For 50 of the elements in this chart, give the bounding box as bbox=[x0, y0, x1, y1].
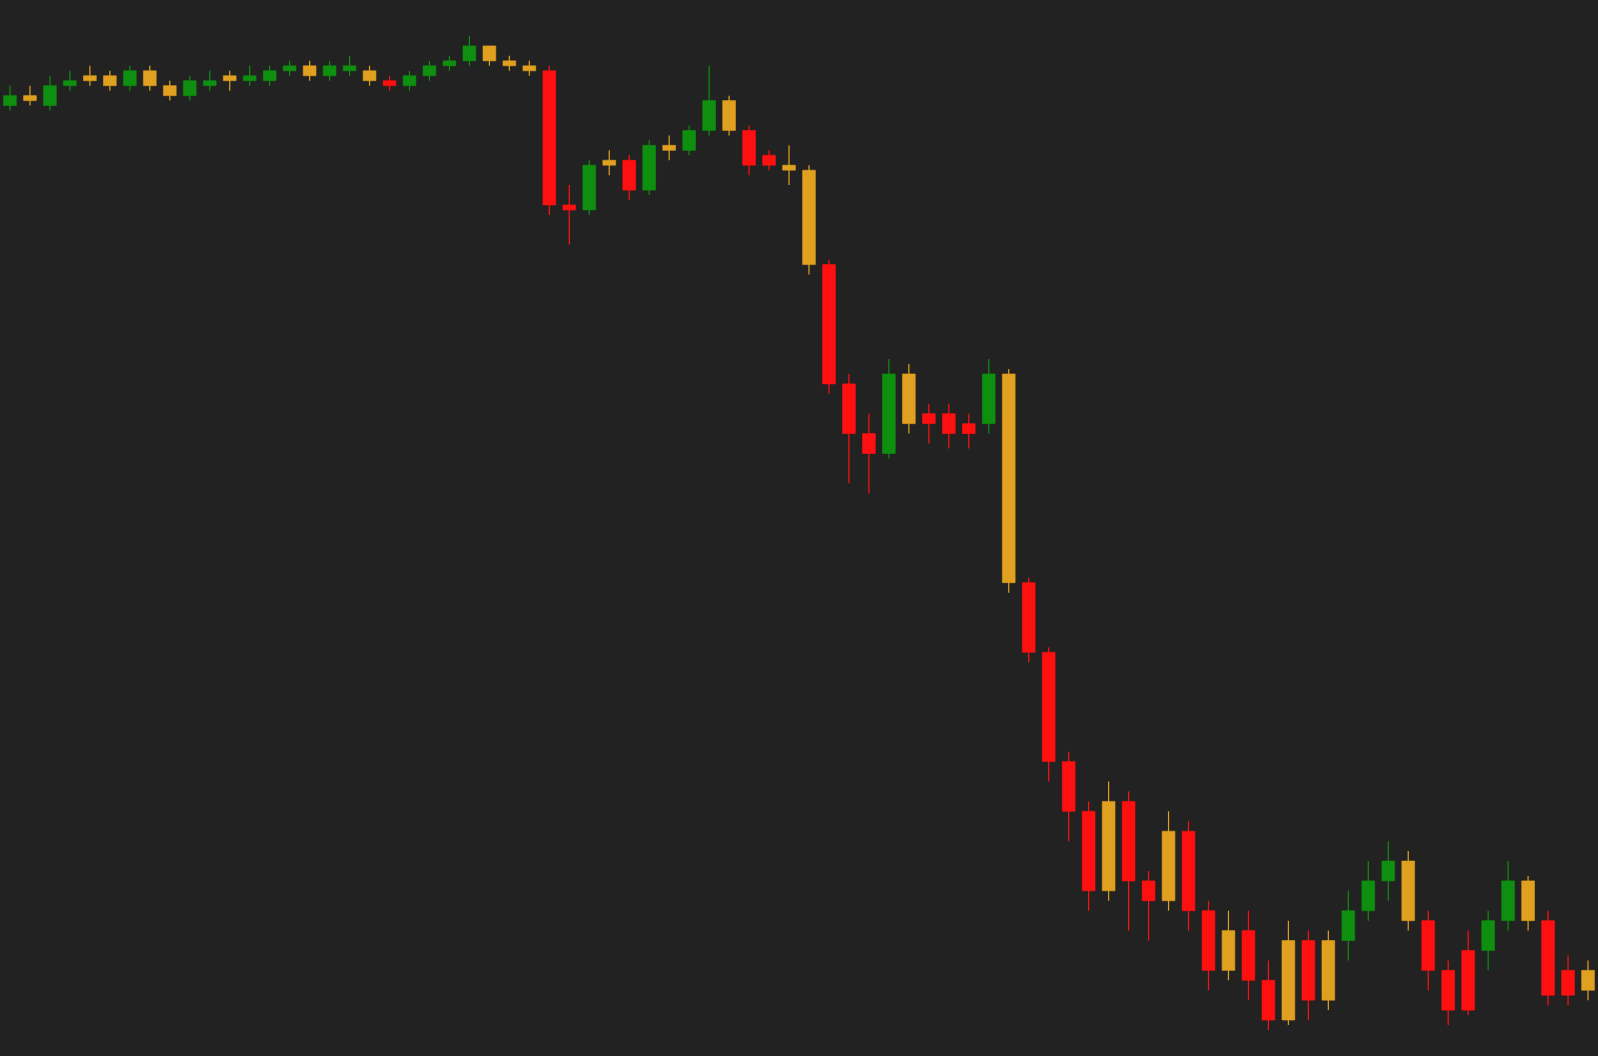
candlestick bbox=[63, 70, 77, 92]
candlestick bbox=[103, 70, 117, 92]
candlestick bbox=[562, 184, 576, 246]
candlestick bbox=[962, 413, 976, 450]
candlestick bbox=[1481, 910, 1495, 971]
candlestick bbox=[243, 65, 257, 87]
candlestick bbox=[642, 139, 656, 196]
candlestick bbox=[163, 80, 177, 102]
candlestick bbox=[702, 65, 716, 136]
candlestick bbox=[23, 85, 37, 107]
candlestick bbox=[43, 75, 57, 112]
candlestick bbox=[402, 70, 417, 92]
candlestick bbox=[1381, 840, 1395, 902]
candlestick bbox=[922, 403, 936, 445]
candlestick bbox=[3, 85, 17, 112]
candlestick bbox=[362, 65, 377, 87]
candlestick bbox=[762, 149, 776, 171]
candlestick bbox=[1501, 860, 1515, 932]
candlestick bbox=[83, 65, 97, 87]
candlestick bbox=[1581, 959, 1595, 1001]
candlestick bbox=[302, 60, 317, 82]
candlestick bbox=[482, 45, 497, 67]
candlestick bbox=[262, 65, 277, 87]
candlestick bbox=[622, 154, 636, 201]
candlestick bbox=[1141, 870, 1156, 942]
candlestick bbox=[1341, 890, 1356, 962]
candlestick bbox=[462, 35, 477, 67]
candlestick bbox=[143, 65, 157, 92]
candlestick bbox=[422, 60, 437, 82]
candlestick bbox=[1361, 860, 1375, 922]
candlestick bbox=[1261, 959, 1276, 1031]
candlestick bbox=[183, 75, 197, 102]
candlestick bbox=[722, 95, 736, 136]
candlestick bbox=[782, 144, 796, 186]
candlestick bbox=[602, 149, 616, 176]
candlestick bbox=[1221, 910, 1236, 981]
candlestick bbox=[682, 124, 696, 156]
candlestick bbox=[203, 70, 217, 92]
candlestick bbox=[662, 134, 676, 161]
candlestick bbox=[1561, 954, 1575, 1006]
candlestick bbox=[582, 159, 596, 216]
candlestick bbox=[1441, 959, 1455, 1026]
candlestick bbox=[223, 70, 237, 92]
candlestick bbox=[342, 55, 357, 77]
candlestick bbox=[1521, 875, 1535, 932]
candlestick bbox=[123, 65, 137, 92]
candlestick bbox=[862, 413, 876, 494]
candlestick bbox=[742, 124, 756, 176]
candlestick bbox=[322, 60, 337, 82]
candlestick bbox=[942, 403, 956, 450]
